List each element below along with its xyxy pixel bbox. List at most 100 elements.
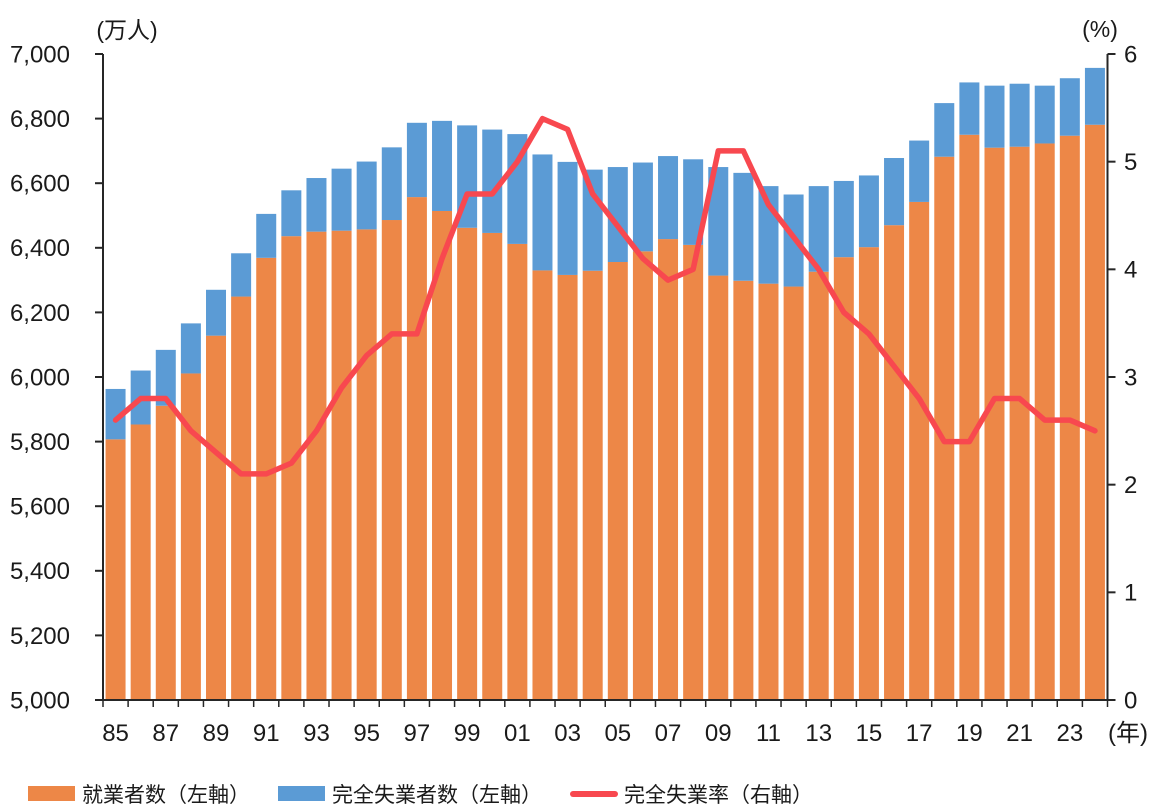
bar-employed <box>884 225 905 700</box>
bar-unemployed <box>557 161 578 275</box>
bar-unemployed <box>582 169 603 271</box>
bar-employed <box>356 229 377 700</box>
y-axis-right-tick-label: 3 <box>1124 364 1137 391</box>
bar-unemployed <box>1084 67 1105 125</box>
x-axis-tick-label: 99 <box>454 720 481 747</box>
bar-employed <box>658 239 679 700</box>
bar-unemployed <box>984 85 1005 148</box>
axis-labels-group: 5,000 5,200 5,400 5,600 5,800 6,000 6,200 6,400… <box>10 41 1137 747</box>
bar-employed <box>130 424 151 700</box>
legend-label: 完全失業者数（左軸） <box>332 783 542 807</box>
bar-employed <box>1009 146 1030 700</box>
bar-employed <box>808 271 829 700</box>
left-axis-unit-label: (万人) <box>96 17 157 43</box>
bar-employed <box>482 232 503 700</box>
bar-employed <box>180 373 201 700</box>
bar-unemployed <box>356 161 377 230</box>
y-axis-left-tick-label: 5,200 <box>10 623 70 650</box>
bar-unemployed <box>155 349 176 406</box>
x-axis-tick-label: 03 <box>554 720 581 747</box>
y-axis-left-tick-label: 7,000 <box>10 41 70 68</box>
bar-unemployed <box>406 122 427 198</box>
bar-unemployed <box>658 156 679 240</box>
x-axis-tick-label: 91 <box>253 720 280 747</box>
legend-bar-swatch <box>278 786 325 801</box>
y-axis-left-tick-label: 6,600 <box>10 171 70 198</box>
bar-unemployed <box>507 134 528 244</box>
bar-employed <box>231 296 252 700</box>
bar-unemployed <box>959 82 980 135</box>
y-axis-right-tick-label: 5 <box>1124 149 1137 176</box>
bar-employed <box>632 251 653 700</box>
bar-employed <box>331 230 352 700</box>
unemployment-rate-line <box>112 115 1098 477</box>
x-axis-tick-label: 01 <box>504 720 531 747</box>
bar-unemployed <box>306 178 327 232</box>
bar-employed <box>406 197 427 700</box>
x-axis-tick-label: 23 <box>1056 720 1083 747</box>
bar-unemployed <box>231 253 252 297</box>
bar-employed <box>934 156 955 700</box>
y-axis-right-tick-label: 6 <box>1124 41 1137 68</box>
x-axis-tick-label: 97 <box>404 720 431 747</box>
x-axis-tick-label: 93 <box>303 720 330 747</box>
bar-unemployed <box>632 162 653 252</box>
legend-label: 就業者数（左軸） <box>82 783 250 807</box>
axes-group <box>95 53 1116 707</box>
x-axis-tick-label: 13 <box>805 720 832 747</box>
bar-employed <box>432 210 453 701</box>
bar-unemployed <box>1034 85 1055 144</box>
legend-item: 完全失業率（右軸） <box>570 779 813 808</box>
bar-unemployed <box>858 175 879 248</box>
bar-unemployed <box>934 103 955 157</box>
x-axis-tick-label: 95 <box>353 720 380 747</box>
bar-unemployed <box>733 172 754 281</box>
y-axis-left-tick-label: 5,400 <box>10 558 70 585</box>
bar-unemployed <box>281 190 302 237</box>
bar-employed <box>959 134 980 700</box>
bar-employed <box>984 147 1005 701</box>
x-axis-unit-label: (年) <box>1108 720 1148 747</box>
bar-unemployed <box>884 158 905 226</box>
bar-unemployed <box>105 388 126 440</box>
x-axis-tick-label: 21 <box>1006 720 1033 747</box>
right-axis-unit-label: (%) <box>1082 16 1118 42</box>
bar-employed <box>306 231 327 700</box>
bar-unemployed <box>708 167 729 276</box>
x-axis-tick-label: 11 <box>756 720 781 747</box>
y-axis-right-tick-label: 4 <box>1124 257 1137 284</box>
bar-employed <box>708 275 729 700</box>
bar-employed <box>381 220 402 700</box>
bar-employed <box>557 274 578 700</box>
y-axis-left-tick-label: 6,200 <box>10 300 70 327</box>
bar-unemployed <box>808 186 829 272</box>
bar-employed <box>582 270 603 700</box>
bar-unemployed <box>256 213 277 258</box>
bar-unemployed <box>1009 83 1030 147</box>
x-axis-tick-label: 05 <box>604 720 631 747</box>
legend: 就業者数（左軸） 完全失業者数（左軸） 完全失業率（右軸） <box>0 779 1152 808</box>
x-axis-tick-label: 89 <box>203 720 230 747</box>
bar-employed <box>1084 124 1105 701</box>
bar-employed <box>155 405 176 700</box>
y-axis-right-tick-label: 1 <box>1124 580 1137 607</box>
unemployment-rate-line-group <box>112 115 1098 477</box>
bars-unemployed-group <box>105 67 1105 440</box>
bar-unemployed <box>206 289 227 336</box>
legend-label: 完全失業率（右軸） <box>624 783 813 807</box>
x-axis-tick-label: 87 <box>152 720 179 747</box>
bar-employed <box>683 244 704 700</box>
bar-unemployed <box>381 147 402 221</box>
bar-employed <box>783 286 804 700</box>
y-axis-left-tick-label: 5,600 <box>10 494 70 521</box>
x-axis-tick-label: 15 <box>856 720 883 747</box>
bar-employed <box>858 247 879 700</box>
x-axis-tick-label: 09 <box>705 720 732 747</box>
legend-bar-swatch <box>28 786 75 801</box>
employment-chart-svg: 5,000 5,200 5,400 5,600 5,800 6,000 6,200 6,400… <box>10 16 1148 747</box>
bar-unemployed <box>833 180 854 258</box>
bar-employed <box>733 280 754 700</box>
y-axis-left-tick-label: 6,000 <box>10 364 70 391</box>
x-axis-tick-label: 17 <box>906 720 933 747</box>
y-axis-left-tick-label: 5,000 <box>10 687 70 714</box>
